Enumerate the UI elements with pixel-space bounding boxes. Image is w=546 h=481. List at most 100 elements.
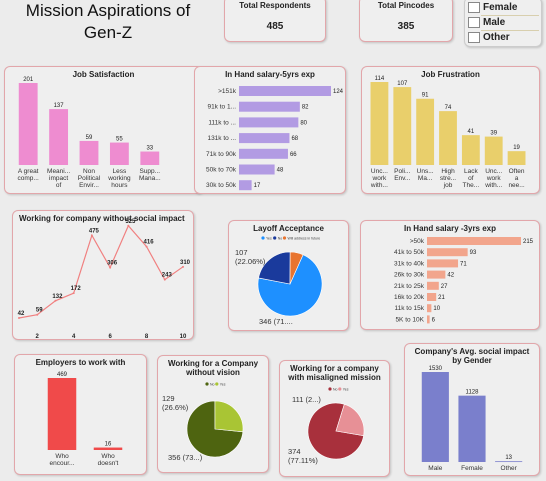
data-label: 93 bbox=[470, 250, 477, 256]
data-label: 416 bbox=[144, 240, 155, 246]
slicer-option-male[interactable]: Male bbox=[468, 17, 505, 28]
data-label: 124 bbox=[333, 89, 344, 95]
data-label: 475 bbox=[89, 228, 100, 234]
category-label: Non bbox=[83, 168, 95, 175]
misaligned-mission-card: Working for a company with misaligned mi… bbox=[279, 360, 390, 477]
checkbox-female[interactable] bbox=[468, 2, 480, 13]
title-line-1: Mission Aspirations of bbox=[25, 1, 191, 20]
category-label: Unc... bbox=[371, 168, 388, 175]
chart-title: Layoff Acceptance bbox=[253, 224, 324, 233]
category-label: hours bbox=[111, 182, 128, 189]
legend-item: No bbox=[278, 237, 283, 241]
data-label: 16 bbox=[105, 442, 112, 448]
category-label: 5K to 10K bbox=[395, 316, 424, 323]
data-label: 10 bbox=[433, 306, 440, 312]
bar bbox=[495, 461, 523, 463]
job-frustration-chart: 114Unc...workwith...107Poli...Env...91Un… bbox=[370, 76, 526, 189]
data-label: 306 bbox=[107, 261, 118, 267]
data-point bbox=[182, 265, 184, 268]
legend-marker bbox=[215, 382, 219, 386]
slice-label: 356 (73...) bbox=[168, 453, 203, 462]
checkbox-other[interactable] bbox=[468, 32, 480, 43]
slice-label: 129 bbox=[162, 394, 175, 403]
job-frustration-card: Job Frustration 114 Unc... work with... 107 P… bbox=[361, 66, 540, 194]
category-label: 26k to 30k bbox=[394, 272, 425, 279]
chart-title: Employers to work with bbox=[35, 358, 126, 367]
category-label: Female bbox=[461, 465, 483, 472]
data-label: 41 bbox=[468, 129, 475, 135]
category-label: Meani... bbox=[47, 168, 70, 175]
bar bbox=[427, 304, 432, 313]
bar bbox=[239, 148, 288, 159]
data-label: 201 bbox=[23, 77, 34, 83]
data-label: 469 bbox=[57, 372, 68, 378]
data-label: 68 bbox=[291, 136, 298, 142]
data-label: 42 bbox=[447, 273, 454, 279]
x-tick-label: 8 bbox=[145, 334, 149, 340]
salary-3yrs-card: In Hand salary -3yrs exp >50k 215 41k to 5… bbox=[360, 220, 540, 330]
data-point bbox=[36, 313, 39, 316]
category-label: of bbox=[56, 182, 62, 189]
pie-slice bbox=[289, 251, 304, 285]
bar bbox=[239, 86, 331, 96]
slicer-option-female[interactable]: Female bbox=[468, 2, 517, 13]
data-label: 1530 bbox=[429, 366, 443, 372]
total-pincodes-label: Total Pincodes bbox=[377, 1, 435, 10]
chart-title: Working for a Company without vision bbox=[167, 359, 259, 377]
chart-title: Working for company without social impac… bbox=[19, 214, 185, 223]
category-label: Who bbox=[55, 453, 69, 460]
gender-slicer: Female Male Other bbox=[464, 0, 542, 47]
category-label: work bbox=[372, 175, 387, 182]
data-label: 21 bbox=[438, 295, 445, 301]
bar bbox=[484, 136, 503, 165]
slice-label: 346 (71.... bbox=[259, 317, 293, 326]
data-label: 33 bbox=[146, 146, 153, 152]
data-label: 66 bbox=[290, 152, 297, 158]
legend-marker bbox=[338, 387, 342, 391]
total-pincodes-card: Total Pincodes 385 bbox=[359, 0, 453, 42]
category-label: Ma... bbox=[418, 175, 433, 182]
legend-item: Yes bbox=[220, 383, 226, 387]
bar bbox=[239, 101, 300, 112]
category-label: Political bbox=[78, 175, 101, 182]
pie-slice bbox=[335, 403, 365, 437]
social-impact-gender-chart: 1530 Male 1128 Female 13 Other bbox=[421, 366, 523, 472]
legend-item: Will address in future bbox=[288, 237, 321, 241]
without-vision-chart: No Yes 356 (73...) 129(26.6%) bbox=[162, 382, 244, 462]
job-satisfaction-card: Job Satisfaction 201 A great comp... 137 Mea… bbox=[4, 66, 203, 194]
category-label: Lack bbox=[464, 168, 478, 175]
category-label: 111k to ... bbox=[208, 119, 236, 126]
slice-label: (26.6%) bbox=[162, 403, 189, 412]
data-label: 132 bbox=[52, 294, 63, 300]
total-respondents-label: Total Respondents bbox=[239, 1, 311, 10]
category-label: 50k to 70k bbox=[206, 167, 237, 174]
data-label: 80 bbox=[300, 120, 307, 126]
data-label: 525 bbox=[125, 219, 136, 225]
category-label: >151k bbox=[218, 88, 237, 95]
category-label: The... bbox=[463, 182, 480, 189]
category-label: work bbox=[486, 175, 501, 182]
pie-slice bbox=[214, 400, 244, 433]
data-point bbox=[109, 266, 112, 269]
checkbox-male[interactable] bbox=[468, 17, 480, 28]
pie-slice bbox=[257, 254, 323, 317]
bar bbox=[427, 270, 446, 279]
data-label: 114 bbox=[375, 76, 385, 82]
bar bbox=[140, 151, 160, 165]
data-label: 172 bbox=[71, 286, 82, 292]
category-label: 11k to 15k bbox=[394, 305, 424, 312]
category-label: working bbox=[107, 175, 131, 182]
category-label: 16k to 20k bbox=[394, 294, 425, 301]
category-label: a bbox=[515, 175, 519, 182]
category-label: High bbox=[441, 168, 455, 175]
bar bbox=[416, 98, 435, 165]
bar bbox=[93, 447, 123, 450]
data-point bbox=[54, 299, 57, 302]
category-label: with... bbox=[484, 182, 502, 189]
bar bbox=[427, 237, 521, 245]
chart-title: Company's Avg. social impact by Gender bbox=[414, 347, 530, 365]
category-label: impact bbox=[49, 175, 68, 182]
data-label: 27 bbox=[441, 284, 448, 290]
category-label: of bbox=[468, 175, 474, 182]
slicer-option-other[interactable]: Other bbox=[468, 32, 510, 43]
